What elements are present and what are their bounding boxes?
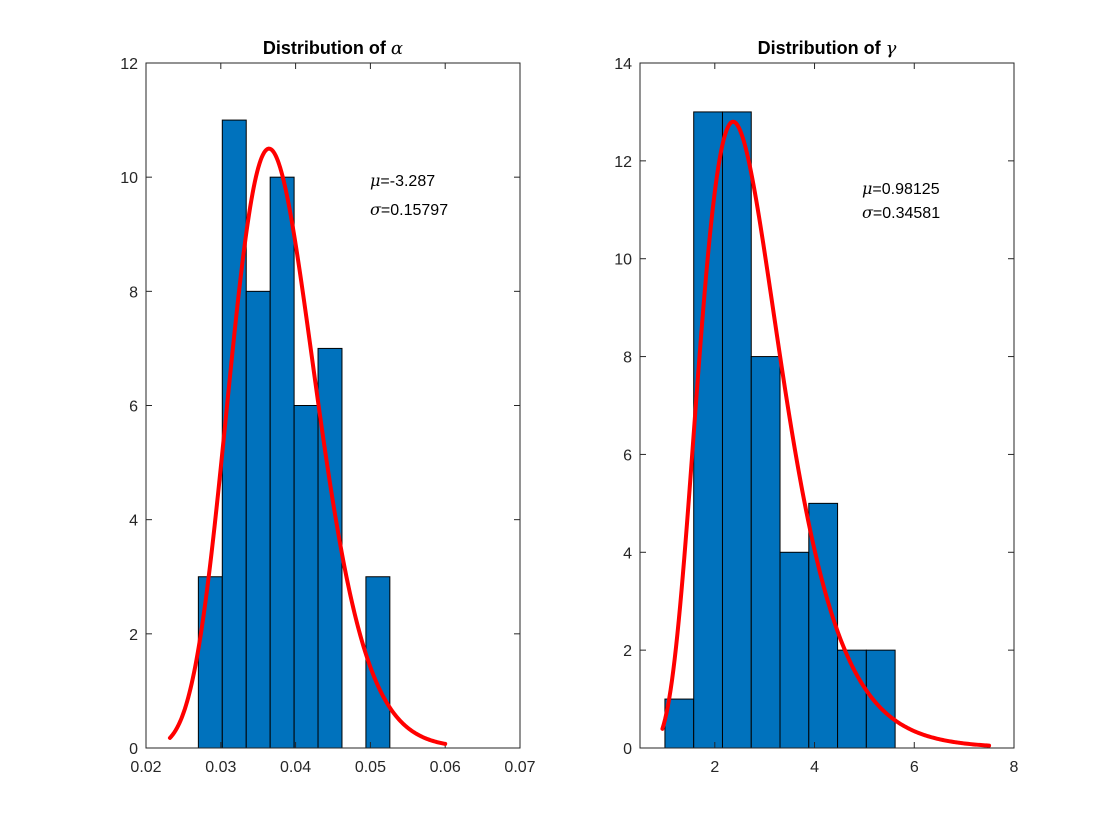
y-tick-label: 10 (120, 170, 138, 187)
chart-title: Distribution of α (263, 38, 403, 59)
x-tick-label: 4 (810, 759, 819, 776)
y-tick-label: 0 (623, 741, 632, 758)
x-tick-label: 8 (1010, 759, 1019, 776)
fit-curve (660, 119, 992, 748)
ticks: 2 4 6 8 0 2 4 6 8 10 12 14 (614, 56, 1018, 776)
y-tick-label: 8 (623, 350, 632, 367)
axes-box (639, 62, 1015, 749)
histogram-bar-3 (721, 111, 752, 749)
bars (197, 119, 391, 749)
histogram-bar-5 (293, 405, 319, 749)
histogram-bar-1 (197, 576, 223, 749)
fit-curve (167, 146, 448, 746)
histogram-bar-2 (693, 111, 723, 749)
histogram-bar-6 (317, 347, 343, 749)
y-tick-label: 14 (614, 56, 632, 73)
ticks: 0.02 0.03 0.04 0.05 0.06 0.07 0 2 4 6 8 10 12 (120, 56, 535, 776)
y-tick-label: 6 (623, 447, 632, 464)
y-tick-label: 12 (614, 154, 632, 171)
y-tick-label: 6 (129, 399, 138, 416)
y-tick-label: 4 (623, 545, 632, 562)
sigma-annotation: σ=0.34581 (862, 203, 940, 222)
x-tick-label: 2 (710, 759, 719, 776)
histogram-bar-4 (269, 176, 295, 749)
y-tick-label: 4 (129, 513, 138, 530)
chart-title: Distribution of γ (758, 38, 897, 59)
y-tick-label: 10 (614, 252, 632, 269)
mu-annotation: μ=0.98125 (862, 179, 940, 198)
y-tick-label: 8 (129, 284, 138, 301)
x-tick-label: 0.02 (130, 759, 161, 776)
x-tick-label: 0.06 (430, 759, 461, 776)
histogram-bar-3 (245, 290, 271, 749)
mu-annotation: μ=-3.287 (370, 171, 435, 190)
x-tick-label: 0.04 (280, 759, 311, 776)
y-tick-label: 0 (129, 741, 138, 758)
y-tick-label: 2 (129, 627, 138, 644)
chart-gamma: Distribution of γ 2 4 6 8 0 2 4 6 8 10 12 14 μ=0.98… (614, 38, 1018, 776)
x-tick-label: 0.07 (504, 759, 535, 776)
histogram-bar-5 (779, 551, 810, 749)
y-tick-label: 2 (623, 643, 632, 660)
y-tick-label: 12 (120, 56, 138, 73)
histogram-bar-4 (750, 356, 781, 749)
x-tick-label: 6 (910, 759, 919, 776)
x-tick-label: 0.03 (205, 759, 236, 776)
sigma-annotation: σ=0.15797 (370, 200, 448, 219)
chart-alpha: Distribution of α 0.02 0.03 0.04 0.05 0.06 0.… (120, 38, 535, 776)
x-tick-label: 0.05 (355, 759, 386, 776)
